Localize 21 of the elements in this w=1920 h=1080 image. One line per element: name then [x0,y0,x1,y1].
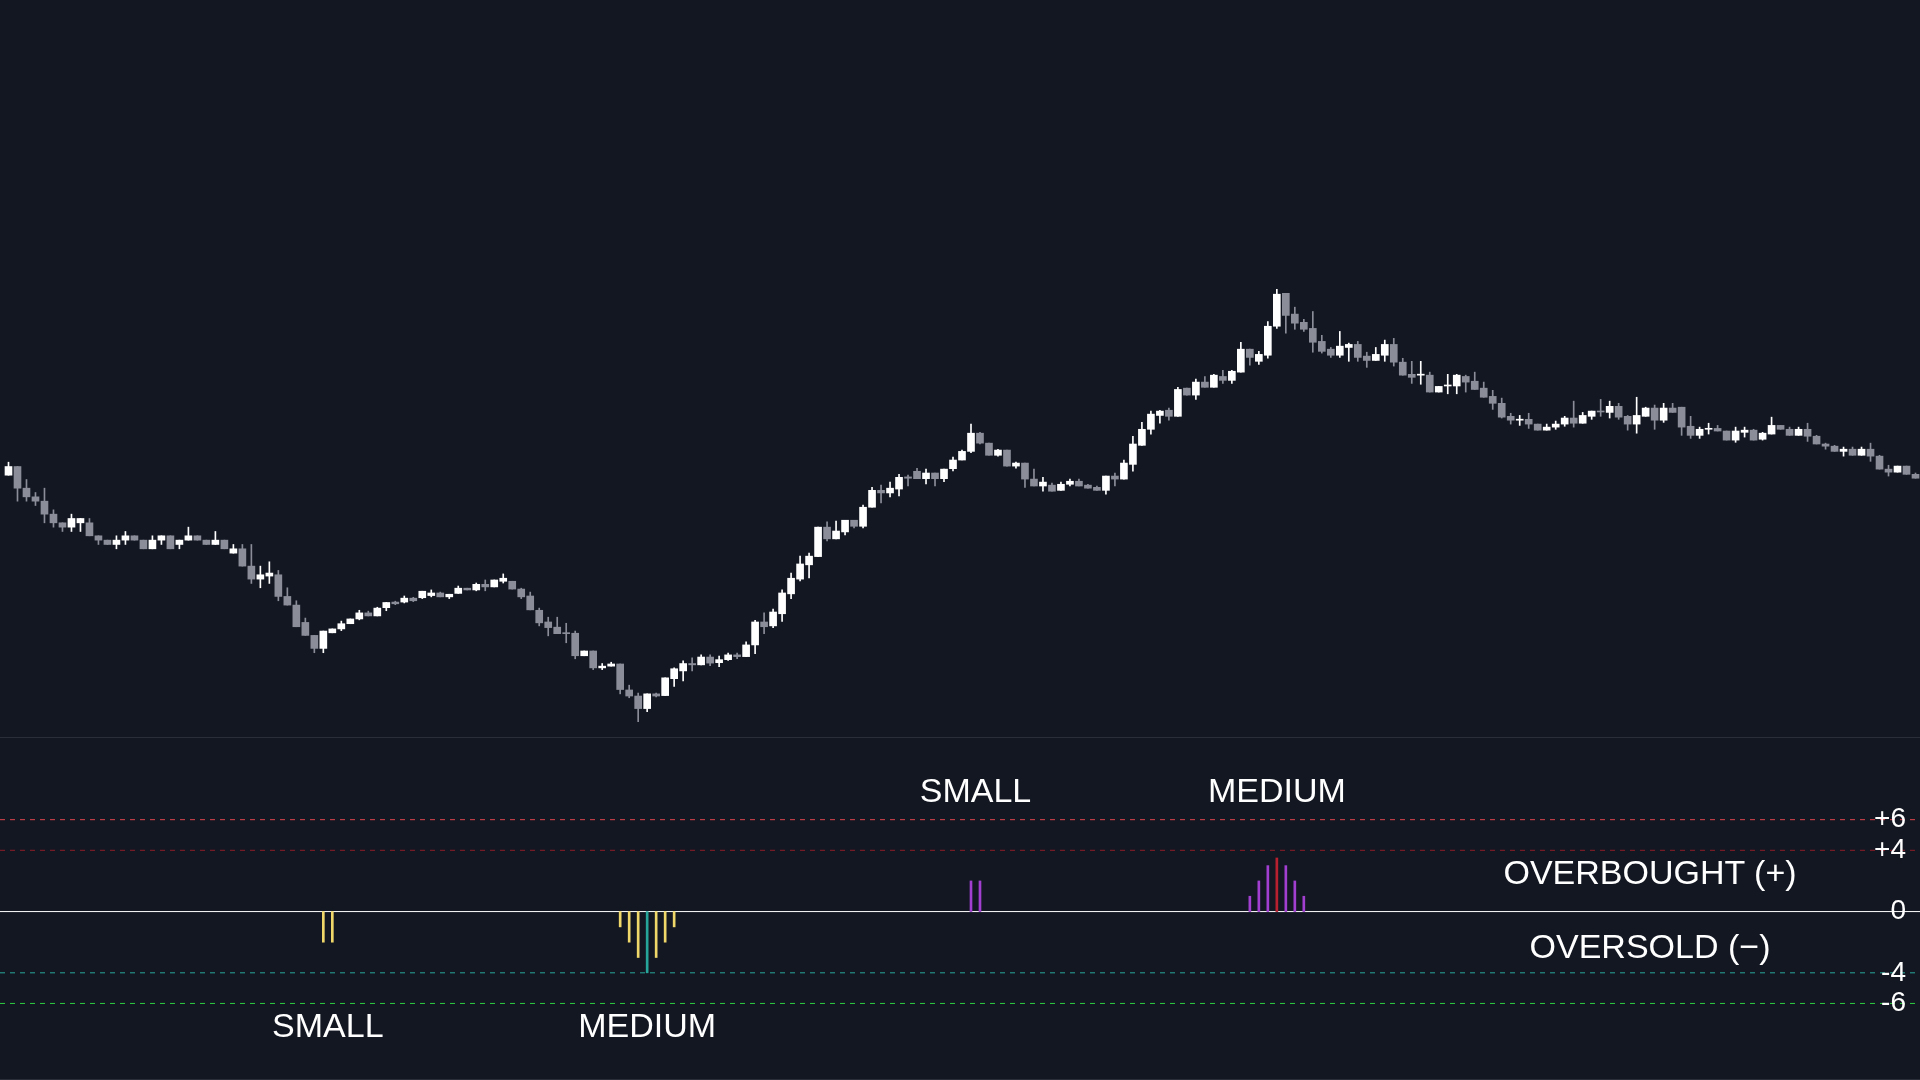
bar [618,911,622,928]
bar [1302,895,1306,912]
candlestick [688,657,696,672]
annotation: SMALL [272,1005,384,1044]
annotation: MEDIUM [1207,770,1346,809]
candlestick [1039,477,1047,492]
bar [627,911,631,943]
annotation: MEDIUM [578,1005,717,1044]
y-tick-label: +6 [1874,802,1906,834]
bar [322,911,325,943]
candlestick [877,484,885,504]
y-tick-label: -6 [1881,986,1906,1018]
annotation: OVERSOLD (−) [1529,926,1771,965]
candlestick [1515,415,1524,426]
annotation: SMALL [919,770,1032,809]
bar [1293,880,1297,912]
y-tick-label: +4 [1874,833,1906,865]
bar [331,911,334,943]
annotation: OVERBOUGHT (+) [1503,852,1797,891]
y-tick-label: -4 [1881,955,1906,987]
candlestick [1569,400,1578,428]
